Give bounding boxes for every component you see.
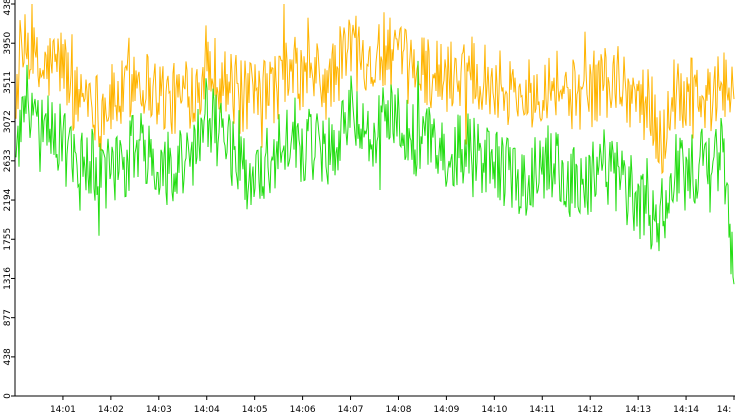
y-tick-label: 2194 bbox=[3, 188, 13, 211]
y-tick-label: 0 bbox=[3, 393, 13, 399]
x-tick-label: 14:04 bbox=[194, 405, 220, 415]
y-tick-label: 2633 bbox=[3, 149, 13, 172]
x-tick-label: 14:05 bbox=[242, 405, 268, 415]
x-tick-label: 14:01 bbox=[50, 405, 76, 415]
x-tick-label: 14:08 bbox=[385, 405, 411, 415]
x-tick-label: 14:11 bbox=[529, 405, 555, 415]
y-tick-label: 1316 bbox=[3, 267, 13, 290]
x-tick-label: 14:09 bbox=[433, 405, 459, 415]
x-tick-label: 14: bbox=[717, 405, 731, 415]
x-tick-label: 14:07 bbox=[338, 405, 364, 415]
y-tick-label: 3072 bbox=[3, 110, 13, 133]
x-tick-label: 14:13 bbox=[625, 405, 651, 415]
x-tick-label: 14:14 bbox=[673, 405, 699, 415]
x-tick-label: 14:02 bbox=[98, 405, 124, 415]
x-tick-label: 14:03 bbox=[146, 405, 172, 415]
y-tick-label: 4389 bbox=[3, 0, 13, 15]
x-tick-label: 14:06 bbox=[290, 405, 316, 415]
series-line-1 bbox=[15, 3, 735, 175]
x-tick-label: 14:10 bbox=[481, 405, 507, 415]
x-tick-label: 14:12 bbox=[577, 405, 603, 415]
series-line-2 bbox=[15, 60, 735, 285]
y-tick-label: 3950 bbox=[3, 31, 13, 54]
y-tick-label: 877 bbox=[3, 309, 13, 326]
y-tick-label: 438 bbox=[3, 348, 13, 365]
y-tick-label: 1755 bbox=[3, 228, 13, 251]
y-tick-label: 3511 bbox=[3, 71, 13, 94]
